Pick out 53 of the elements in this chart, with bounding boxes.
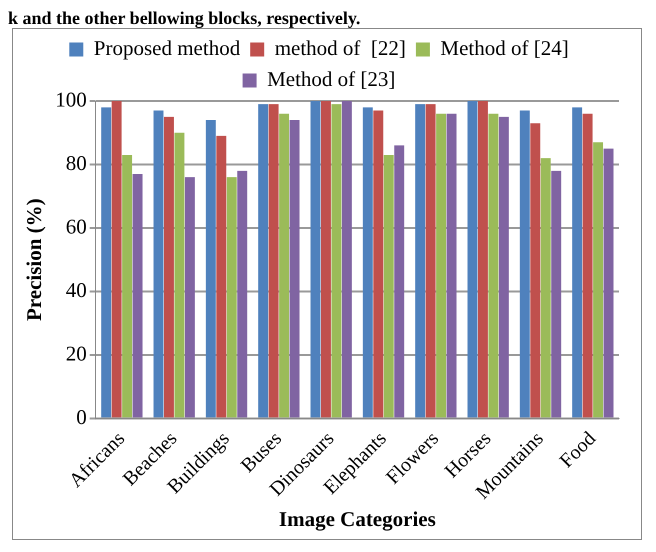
bar	[122, 154, 132, 418]
bar	[520, 110, 530, 418]
bar	[258, 104, 268, 418]
bar	[394, 145, 404, 418]
bar	[362, 107, 373, 418]
y-tick-label: 100	[55, 88, 87, 112]
y-tick-label: 40	[66, 278, 87, 302]
bar	[436, 114, 446, 418]
x-axis-title: Image Categories	[278, 506, 436, 531]
bar	[112, 101, 122, 418]
bar	[184, 177, 195, 418]
y-tick-label: 0	[76, 404, 87, 429]
bar	[290, 120, 300, 418]
bar	[551, 170, 562, 418]
bar	[331, 104, 342, 418]
bar	[174, 132, 184, 418]
bar	[415, 104, 426, 418]
bar	[530, 123, 540, 418]
bar	[468, 101, 478, 418]
legend-label: Method of [23]	[267, 67, 396, 92]
bar	[310, 101, 320, 418]
bar	[237, 170, 248, 418]
bar	[216, 136, 226, 418]
bar	[268, 104, 279, 418]
bar	[582, 114, 593, 418]
bar	[101, 107, 112, 418]
bar	[279, 114, 290, 418]
bar	[154, 110, 164, 418]
bar	[572, 107, 582, 418]
bar	[132, 174, 143, 418]
legend-label: method of [22]	[274, 36, 406, 60]
bar	[488, 114, 498, 418]
bar	[540, 158, 551, 418]
bar	[478, 101, 488, 418]
legend-label: Method of [24]	[440, 36, 569, 60]
bar	[342, 101, 352, 418]
bar	[384, 154, 394, 418]
bar	[226, 177, 237, 418]
bar	[164, 116, 174, 418]
bar	[498, 116, 509, 418]
text: k and the other bellowing blocks, respectively.	[8, 8, 362, 28]
bar	[593, 142, 604, 418]
bar	[373, 110, 384, 418]
bar	[604, 148, 614, 418]
bar	[446, 114, 457, 418]
y-axis-title: Precision (%)	[22, 198, 46, 321]
y-tick-label: 20	[66, 341, 87, 366]
legend-label: Proposed method	[94, 36, 241, 60]
bar	[320, 101, 331, 418]
y-tick-label: 60	[66, 214, 87, 238]
bar	[426, 104, 436, 418]
y-tick-label: 80	[66, 150, 87, 175]
bar	[206, 120, 216, 418]
